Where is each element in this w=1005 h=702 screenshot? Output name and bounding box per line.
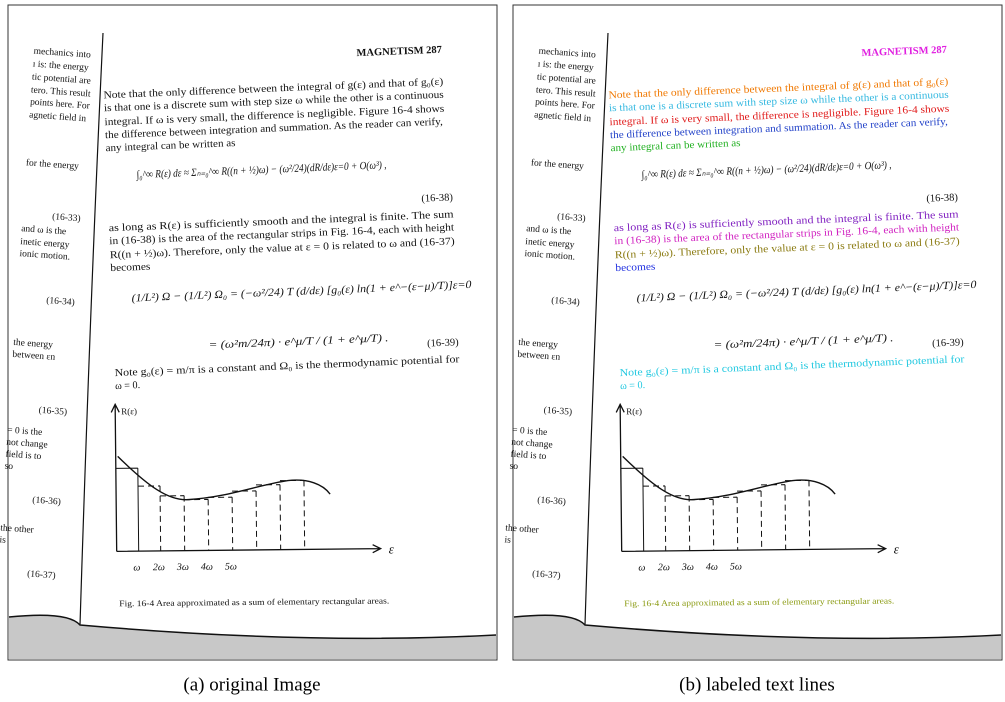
margin-fragment: (16-37)	[532, 568, 561, 581]
text-line: ω = 0.	[115, 380, 140, 392]
margin-fragment: (16-36)	[32, 495, 61, 508]
tick-label: 2ω	[153, 562, 165, 573]
margin-fragment: is	[0, 535, 6, 545]
tick-label: 3ω	[681, 562, 694, 573]
tick-label: 2ω	[658, 562, 670, 573]
margin-fragment: so	[4, 462, 13, 473]
margin-fragment: the other	[505, 523, 540, 535]
y-axis-label: R(ε)	[121, 406, 137, 416]
equation-number: (16-39)	[427, 337, 459, 349]
margin-fragment: (16-34)	[551, 295, 580, 308]
caption: (b) labeled text lines	[679, 674, 835, 695]
tick-label: 4ω	[201, 562, 213, 573]
margin-fragment: (16-36)	[537, 495, 566, 508]
tick-label: 4ω	[706, 562, 718, 573]
equation-number: (16-38)	[421, 192, 453, 204]
margin-fragment: (16-33)	[557, 211, 586, 224]
margin-fragment: (16-35)	[543, 405, 572, 418]
margin-fragment: the other	[0, 523, 35, 535]
tick-label: ω	[133, 562, 140, 573]
equation-number: (16-38)	[926, 192, 958, 204]
margin-fragment: (16-35)	[38, 405, 67, 418]
margin-fragment: so	[509, 462, 518, 473]
text-line: becomes	[615, 262, 655, 275]
margin-fragment: (16-33)	[52, 211, 81, 224]
caption: (a) original Image	[183, 674, 320, 695]
y-axis-label: R(ε)	[626, 406, 642, 416]
margin-fragment: is	[504, 535, 511, 545]
text-line: becomes	[110, 262, 150, 275]
tick-label: 5ω	[225, 561, 237, 572]
margin-fragment: (16-34)	[46, 295, 75, 308]
margin-fragment: (16-37)	[27, 568, 56, 581]
tick-label: 3ω	[176, 562, 189, 573]
tick-label: 5ω	[730, 561, 742, 572]
text-line: ω = 0.	[620, 380, 645, 392]
figure: (a) original Image (b) labeled text line…	[0, 0, 1005, 702]
tick-label: ω	[638, 562, 645, 573]
equation-number: (16-39)	[932, 337, 964, 349]
